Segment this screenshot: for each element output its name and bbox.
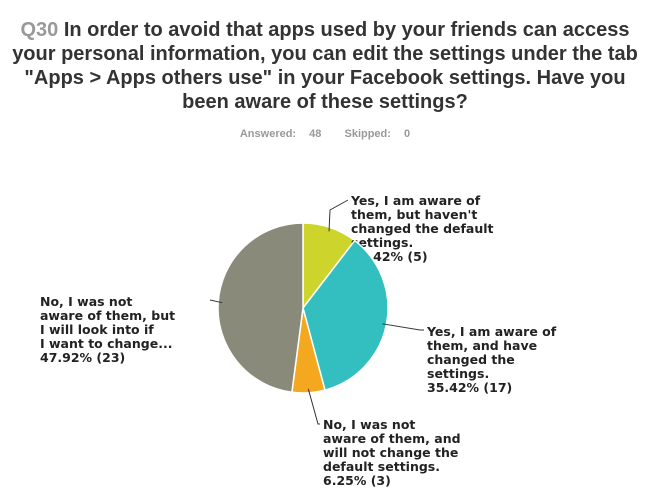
question-text: In order to avoid that apps used by your… [12, 19, 638, 113]
slice-label-line: settings. [351, 235, 413, 250]
slice-label-line: aware of them, but [40, 308, 175, 323]
answered-stat: Answered: 48 [235, 128, 330, 140]
question-title: Q30 In order to avoid that apps used by … [0, 18, 650, 114]
slice-label-1: Yes, I am aware of them, but haven't chang… [350, 193, 494, 264]
leader-line-3 [307, 388, 320, 425]
leader-line-4 [209, 299, 223, 304]
slice-label-line: changed the default [351, 221, 494, 236]
slice-label-line: No, I was not [40, 294, 132, 309]
slice-label-line: Yes, I am aware of [426, 324, 557, 339]
answered-count: 48 [309, 128, 322, 140]
skipped-stat: Skipped: 0 [339, 128, 415, 140]
slice-label-line: I will look into if [40, 322, 154, 337]
pie-slice-4 [217, 222, 304, 394]
slice-label-line: 35.42% (17) [427, 380, 512, 395]
answered-label: Answered: [239, 128, 297, 140]
skipped-count: 0 [404, 128, 411, 140]
slice-label-line: Yes, I am aware of [350, 193, 481, 208]
slice-label-4: No, I was not aware of them, but I will lo… [40, 294, 175, 365]
slice-label-line: default settings. [323, 459, 440, 474]
leader-line-1 [328, 199, 349, 232]
slice-label-line: settings. [427, 366, 489, 381]
slice-label-line: 6.25% (3) [323, 473, 391, 488]
slice-label-line: 47.92% (23) [40, 350, 125, 365]
slice-label-line: them, but haven't [351, 207, 477, 222]
slice-label-line: I want to change... [40, 336, 172, 351]
skipped-label: Skipped: [344, 128, 391, 140]
leader-line-2 [382, 323, 424, 331]
slice-label-line: No, I was not [323, 417, 415, 432]
slice-label-2: Yes, I am aware of them, and have changed … [426, 324, 557, 395]
slice-label-line: will not change the [323, 445, 458, 460]
response-stats: Answered: 48 Skipped: 0 [0, 128, 650, 140]
slice-label-line: aware of them, and [323, 431, 461, 446]
slice-label-line: changed the [427, 352, 515, 367]
question-number: Q30 [20, 19, 59, 41]
slice-label-3: No, I was not aware of them, and will not … [323, 417, 461, 488]
slice-label-line: them, and have [427, 338, 537, 353]
